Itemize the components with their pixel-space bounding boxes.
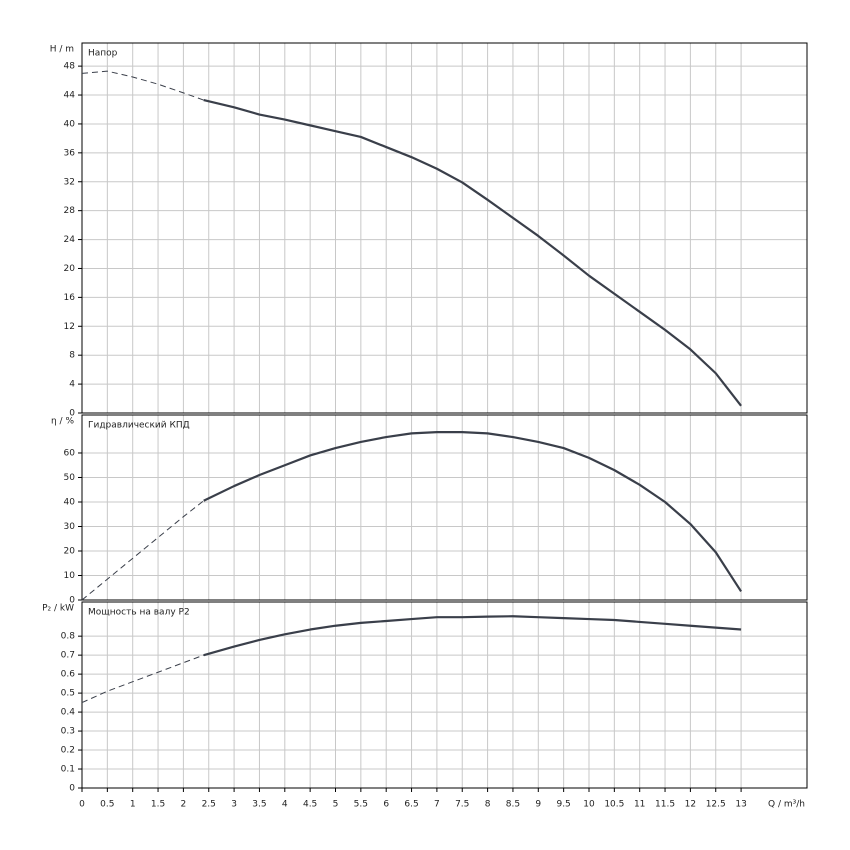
- x-tick-label: 11: [634, 800, 645, 810]
- panel-frame: [81, 601, 808, 789]
- y-tick-label: 50: [64, 473, 76, 483]
- panel-frame: [81, 42, 808, 414]
- y-tick-label: 20: [64, 546, 76, 556]
- x-tick-label: 3: [231, 800, 237, 810]
- x-tick-label: 6: [383, 800, 389, 810]
- x-tick-label: 1: [130, 800, 136, 810]
- x-tick-label: 1.5: [151, 800, 165, 810]
- x-tick-label: 3.5: [252, 800, 266, 810]
- x-tick-label: 4.5: [303, 800, 317, 810]
- panel-frame: [81, 414, 808, 601]
- y-tick-label: 0.2: [61, 746, 75, 756]
- y-axis-label: η / %: [51, 417, 74, 427]
- y-tick-label: 10: [64, 571, 76, 581]
- curve: [203, 99, 742, 407]
- x-tick-label: 2: [181, 800, 187, 810]
- y-tick-label: 0: [69, 409, 75, 419]
- panel-title: Гидравлический КПД: [88, 421, 190, 431]
- x-tick-label: 10: [583, 800, 595, 810]
- y-tick-label: 40: [64, 497, 76, 507]
- y-tick-label: 32: [64, 177, 75, 187]
- x-tick-label: 10.5: [604, 800, 624, 810]
- curve: [203, 431, 743, 593]
- x-tick-label: 0: [79, 800, 85, 810]
- x-tick-label: 2.5: [202, 800, 216, 810]
- y-tick-label: 0.1: [61, 765, 75, 775]
- y-axis-label: H / m: [50, 45, 74, 55]
- y-tick-label: 40: [64, 119, 76, 129]
- x-tick-label: 13: [735, 800, 746, 810]
- y-tick-label: 4: [69, 380, 75, 390]
- y-tick-label: 48: [64, 62, 76, 72]
- x-tick-label: 7: [434, 800, 440, 810]
- x-tick-label: 5.5: [354, 800, 368, 810]
- y-tick-label: 0.5: [61, 689, 75, 699]
- y-tick-label: 0.8: [61, 632, 76, 642]
- y-tick-label: 12: [64, 322, 75, 332]
- x-tick-label: 7.5: [455, 800, 469, 810]
- x-tick-label: 12: [685, 800, 696, 810]
- y-tick-label: 30: [64, 522, 76, 532]
- x-tick-label: 9: [535, 800, 541, 810]
- y-axis-label: P₂ / kW: [42, 604, 74, 614]
- x-tick-label: 11.5: [655, 800, 675, 810]
- x-tick-label: 5: [333, 800, 339, 810]
- y-tick-label: 16: [64, 293, 76, 303]
- curve: [203, 615, 742, 657]
- x-axis-label: Q / m³/h: [768, 800, 805, 810]
- curve: [81, 70, 204, 101]
- y-tick-label: 28: [64, 206, 76, 216]
- y-tick-label: 0.3: [61, 727, 75, 737]
- y-tick-label: 24: [64, 235, 76, 245]
- panel-title: Мощность на валу P2: [88, 608, 190, 618]
- y-tick-label: 0.6: [61, 670, 76, 680]
- curve: [81, 500, 204, 601]
- y-tick-label: 60: [64, 448, 76, 458]
- y-tick-label: 0: [69, 784, 75, 794]
- panel-title: Напор: [88, 49, 118, 59]
- y-tick-label: 36: [64, 148, 76, 158]
- x-tick-label: 6.5: [404, 800, 418, 810]
- x-tick-label: 8: [485, 800, 491, 810]
- y-tick-label: 8: [69, 351, 75, 361]
- x-tick-label: 8.5: [506, 800, 520, 810]
- y-tick-label: 0.7: [61, 651, 75, 661]
- x-tick-label: 0.5: [100, 800, 114, 810]
- x-tick-label: 4: [282, 800, 288, 810]
- x-tick-label: 9.5: [556, 800, 570, 810]
- curve: [81, 654, 204, 704]
- x-tick-label: 12.5: [706, 800, 726, 810]
- y-tick-label: 0: [69, 596, 75, 606]
- y-tick-label: 44: [64, 91, 76, 101]
- y-tick-label: 20: [64, 264, 76, 274]
- y-tick-label: 0.4: [61, 708, 76, 718]
